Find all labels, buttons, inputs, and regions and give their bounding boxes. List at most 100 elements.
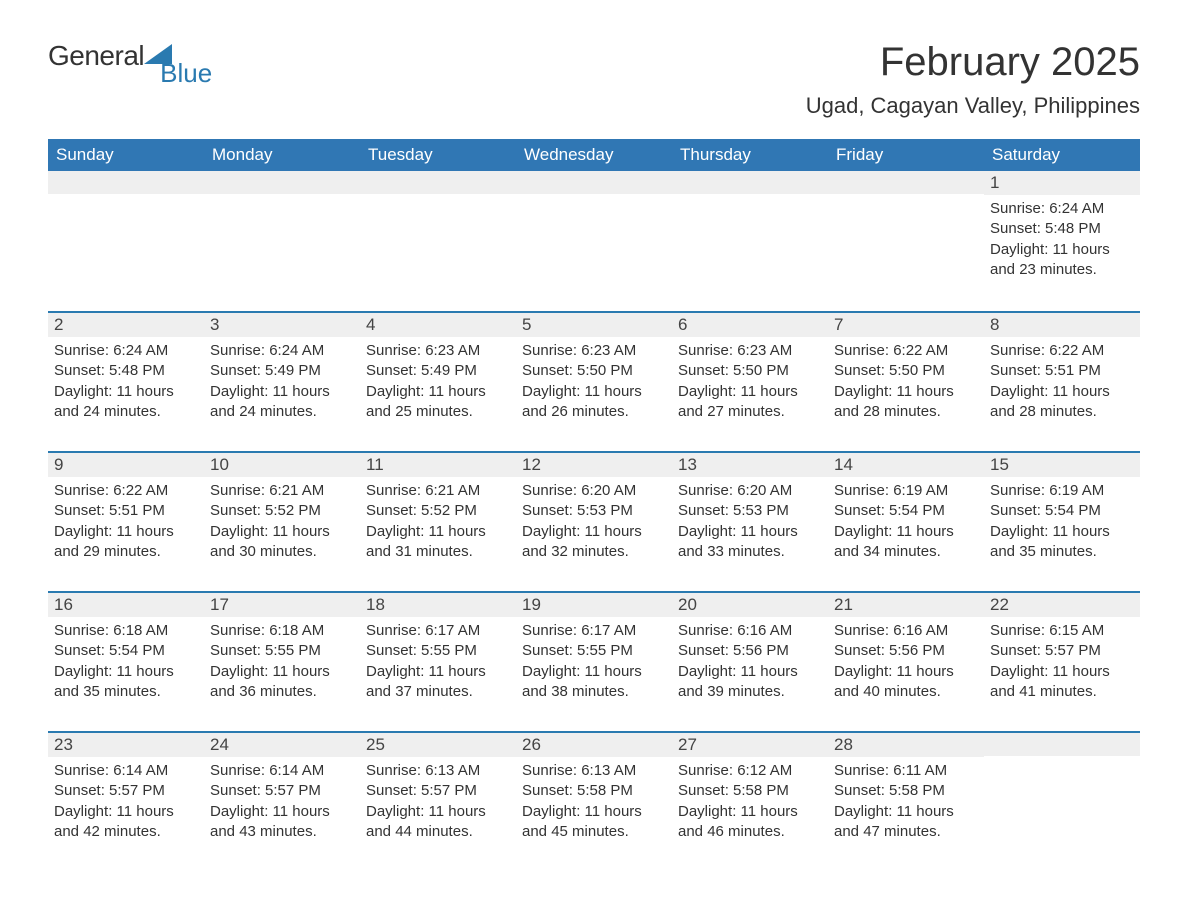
day-number: 3	[204, 311, 360, 337]
sunset-text: Sunset: 5:57 PM	[210, 781, 354, 801]
sunset-text: Sunset: 5:55 PM	[210, 641, 354, 661]
day-content: Sunrise: 6:24 AMSunset: 5:48 PMDaylight:…	[984, 195, 1140, 280]
day-number: 19	[516, 591, 672, 617]
sunrise-text: Sunrise: 6:14 AM	[54, 761, 198, 781]
sunrise-text: Sunrise: 6:18 AM	[210, 621, 354, 641]
sunset-text: Sunset: 5:53 PM	[678, 501, 822, 521]
empty-daynum-strip	[672, 171, 828, 194]
day-number: 17	[204, 591, 360, 617]
calendar-week-row: 23Sunrise: 6:14 AMSunset: 5:57 PMDayligh…	[48, 731, 1140, 871]
daylight-text: Daylight: 11 hours and 41 minutes.	[990, 662, 1134, 703]
calendar-page: General Blue February 2025 Ugad, Cagayan…	[0, 0, 1188, 918]
day-content: Sunrise: 6:16 AMSunset: 5:56 PMDaylight:…	[828, 617, 984, 702]
day-number: 2	[48, 311, 204, 337]
sunset-text: Sunset: 5:51 PM	[54, 501, 198, 521]
day-content: Sunrise: 6:20 AMSunset: 5:53 PMDaylight:…	[672, 477, 828, 562]
daylight-text: Daylight: 11 hours and 42 minutes.	[54, 802, 198, 843]
day-number: 7	[828, 311, 984, 337]
day-number: 20	[672, 591, 828, 617]
weekday-header: Friday	[828, 139, 984, 171]
empty-daynum-strip	[516, 171, 672, 194]
calendar-day-cell: 9Sunrise: 6:22 AMSunset: 5:51 PMDaylight…	[48, 451, 204, 591]
sunset-text: Sunset: 5:55 PM	[366, 641, 510, 661]
daylight-text: Daylight: 11 hours and 40 minutes.	[834, 662, 978, 703]
sunset-text: Sunset: 5:57 PM	[366, 781, 510, 801]
calendar-week-row: 1Sunrise: 6:24 AMSunset: 5:48 PMDaylight…	[48, 171, 1140, 311]
calendar-day-cell: 7Sunrise: 6:22 AMSunset: 5:50 PMDaylight…	[828, 311, 984, 451]
empty-daynum-strip	[984, 731, 1140, 756]
daylight-text: Daylight: 11 hours and 26 minutes.	[522, 382, 666, 423]
brand-word-1: General	[48, 40, 144, 72]
sunrise-text: Sunrise: 6:16 AM	[678, 621, 822, 641]
sunset-text: Sunset: 5:49 PM	[210, 361, 354, 381]
calendar-day-cell: 17Sunrise: 6:18 AMSunset: 5:55 PMDayligh…	[204, 591, 360, 731]
sunrise-text: Sunrise: 6:21 AM	[366, 481, 510, 501]
sunrise-text: Sunrise: 6:21 AM	[210, 481, 354, 501]
daylight-text: Daylight: 11 hours and 28 minutes.	[990, 382, 1134, 423]
daylight-text: Daylight: 11 hours and 24 minutes.	[210, 382, 354, 423]
calendar-empty-cell	[984, 731, 1140, 871]
weekday-header: Thursday	[672, 139, 828, 171]
day-content: Sunrise: 6:24 AMSunset: 5:48 PMDaylight:…	[48, 337, 204, 422]
day-number: 18	[360, 591, 516, 617]
brand-word-2: Blue	[160, 58, 212, 89]
sunset-text: Sunset: 5:55 PM	[522, 641, 666, 661]
day-content: Sunrise: 6:17 AMSunset: 5:55 PMDaylight:…	[360, 617, 516, 702]
calendar-day-cell: 15Sunrise: 6:19 AMSunset: 5:54 PMDayligh…	[984, 451, 1140, 591]
day-content: Sunrise: 6:12 AMSunset: 5:58 PMDaylight:…	[672, 757, 828, 842]
sunset-text: Sunset: 5:48 PM	[990, 219, 1134, 239]
calendar-day-cell: 28Sunrise: 6:11 AMSunset: 5:58 PMDayligh…	[828, 731, 984, 871]
sunset-text: Sunset: 5:50 PM	[522, 361, 666, 381]
day-number: 9	[48, 451, 204, 477]
sunrise-text: Sunrise: 6:19 AM	[990, 481, 1134, 501]
day-content: Sunrise: 6:23 AMSunset: 5:49 PMDaylight:…	[360, 337, 516, 422]
calendar-week-row: 16Sunrise: 6:18 AMSunset: 5:54 PMDayligh…	[48, 591, 1140, 731]
title-block: February 2025 Ugad, Cagayan Valley, Phil…	[806, 40, 1140, 131]
sunrise-text: Sunrise: 6:22 AM	[834, 341, 978, 361]
sunset-text: Sunset: 5:56 PM	[678, 641, 822, 661]
sunset-text: Sunset: 5:54 PM	[990, 501, 1134, 521]
calendar-day-cell: 16Sunrise: 6:18 AMSunset: 5:54 PMDayligh…	[48, 591, 204, 731]
sunset-text: Sunset: 5:58 PM	[678, 781, 822, 801]
empty-daynum-strip	[204, 171, 360, 194]
sunrise-text: Sunrise: 6:24 AM	[54, 341, 198, 361]
sunset-text: Sunset: 5:49 PM	[366, 361, 510, 381]
day-number: 21	[828, 591, 984, 617]
calendar-day-cell: 22Sunrise: 6:15 AMSunset: 5:57 PMDayligh…	[984, 591, 1140, 731]
sunrise-text: Sunrise: 6:14 AM	[210, 761, 354, 781]
calendar-day-cell: 14Sunrise: 6:19 AMSunset: 5:54 PMDayligh…	[828, 451, 984, 591]
day-number: 23	[48, 731, 204, 757]
daylight-text: Daylight: 11 hours and 27 minutes.	[678, 382, 822, 423]
calendar-day-cell: 23 Sunrise: 6:14 AMSunset: 5:57 PMDayligh…	[48, 731, 204, 871]
empty-daynum-strip	[360, 171, 516, 194]
calendar-day-cell: 21Sunrise: 6:16 AMSunset: 5:56 PMDayligh…	[828, 591, 984, 731]
calendar-day-cell: 19Sunrise: 6:17 AMSunset: 5:55 PMDayligh…	[516, 591, 672, 731]
day-number: 14	[828, 451, 984, 477]
sunset-text: Sunset: 5:57 PM	[54, 781, 198, 801]
day-content: Sunrise: 6:16 AMSunset: 5:56 PMDaylight:…	[672, 617, 828, 702]
calendar-day-cell: 10Sunrise: 6:21 AMSunset: 5:52 PMDayligh…	[204, 451, 360, 591]
location-subtitle: Ugad, Cagayan Valley, Philippines	[806, 93, 1140, 119]
sunrise-text: Sunrise: 6:16 AM	[834, 621, 978, 641]
sunrise-text: Sunrise: 6:13 AM	[366, 761, 510, 781]
day-content: Sunrise: 6:17 AMSunset: 5:55 PMDaylight:…	[516, 617, 672, 702]
calendar-day-cell: 27Sunrise: 6:12 AMSunset: 5:58 PMDayligh…	[672, 731, 828, 871]
calendar-table: Sunday Monday Tuesday Wednesday Thursday…	[48, 139, 1140, 871]
daylight-text: Daylight: 11 hours and 44 minutes.	[366, 802, 510, 843]
calendar-empty-cell	[828, 171, 984, 311]
sunrise-text: Sunrise: 6:19 AM	[834, 481, 978, 501]
day-number: 28	[828, 731, 984, 757]
day-content: Sunrise: 6:13 AMSunset: 5:57 PMDaylight:…	[360, 757, 516, 842]
sunrise-text: Sunrise: 6:11 AM	[834, 761, 978, 781]
weekday-header: Saturday	[984, 139, 1140, 171]
sunrise-text: Sunrise: 6:24 AM	[210, 341, 354, 361]
sunrise-text: Sunrise: 6:17 AM	[522, 621, 666, 641]
sunset-text: Sunset: 5:51 PM	[990, 361, 1134, 381]
sunset-text: Sunset: 5:50 PM	[834, 361, 978, 381]
daylight-text: Daylight: 11 hours and 23 minutes.	[990, 240, 1134, 281]
calendar-day-cell: 1Sunrise: 6:24 AMSunset: 5:48 PMDaylight…	[984, 171, 1140, 311]
weekday-header: Wednesday	[516, 139, 672, 171]
calendar-day-cell: 5Sunrise: 6:23 AMSunset: 5:50 PMDaylight…	[516, 311, 672, 451]
calendar-day-cell: 13Sunrise: 6:20 AMSunset: 5:53 PMDayligh…	[672, 451, 828, 591]
day-content: Sunrise: 6:22 AMSunset: 5:51 PMDaylight:…	[984, 337, 1140, 422]
